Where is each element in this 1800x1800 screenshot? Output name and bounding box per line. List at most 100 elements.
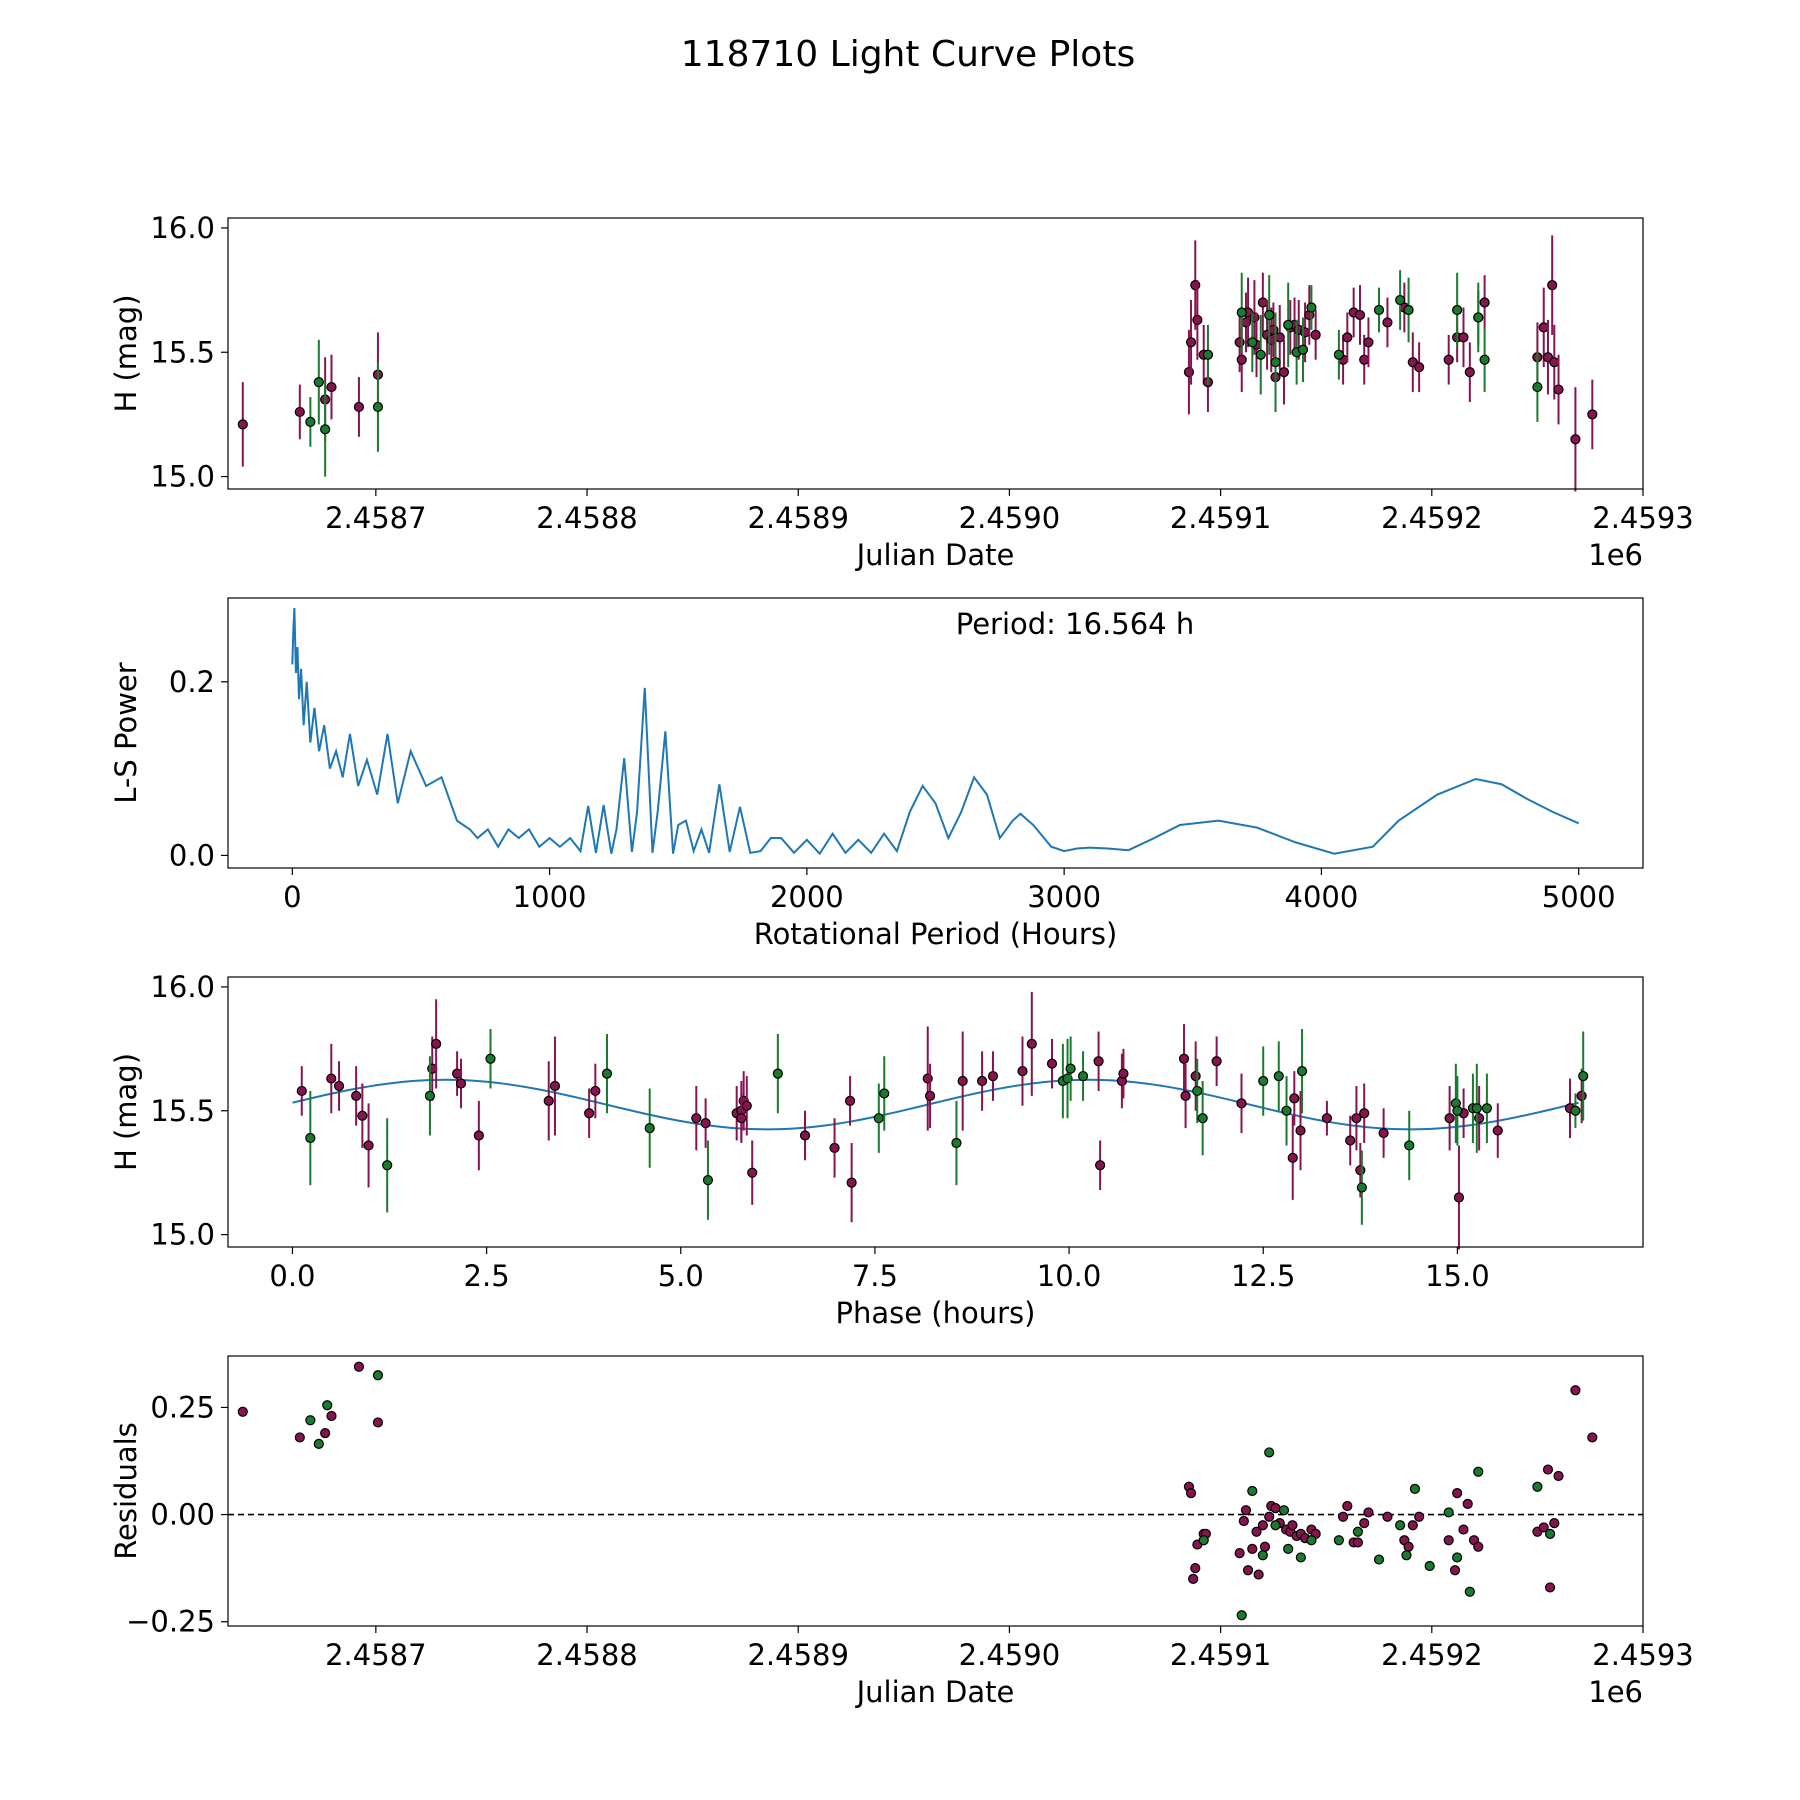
marker	[1479, 354, 1490, 365]
data-point-g	[1255, 314, 1266, 395]
marker	[1190, 280, 1201, 291]
residual-marker-g	[1409, 1483, 1421, 1494]
x-tick-label: 1000	[513, 880, 587, 914]
marker	[1287, 1152, 1298, 1163]
data-point-m	[326, 1043, 337, 1114]
residual-marker-g	[1264, 1447, 1275, 1458]
data-point-m	[1464, 342, 1475, 402]
y-axis-label: L-S Power	[109, 662, 143, 803]
lightcurve-axes: 2.4587 2.4588 2.4589 2.4590 2.4591 2.4592 2.45…	[109, 211, 1694, 572]
marker	[237, 419, 248, 430]
marker	[1473, 312, 1484, 323]
residual-marker-g	[1270, 1520, 1281, 1531]
marker	[305, 1132, 316, 1144]
data-point-m	[829, 1118, 840, 1178]
marker	[1549, 357, 1560, 368]
marker	[1354, 309, 1366, 321]
data-point-m	[1351, 1085, 1362, 1151]
data-point-m	[296, 1066, 307, 1116]
data-point-g	[424, 1056, 436, 1136]
data-point-g	[1333, 329, 1344, 380]
marker	[296, 1085, 307, 1097]
marker	[1479, 297, 1490, 308]
marker	[382, 1160, 393, 1171]
marker	[1355, 1165, 1366, 1176]
data-point-m	[1492, 1103, 1503, 1158]
marker	[1404, 1140, 1415, 1151]
marker	[1190, 1070, 1201, 1082]
marker	[1306, 302, 1317, 313]
data-point-m	[1359, 1083, 1370, 1143]
x-axis-label: Julian Date	[855, 1675, 1015, 1709]
data-point-g	[1452, 1076, 1463, 1146]
residual-marker-m	[1185, 1488, 1197, 1499]
marker	[1403, 304, 1414, 316]
x-tick-label: 2.4591	[1170, 501, 1271, 535]
data-point-m	[294, 384, 305, 440]
data-point-m	[1295, 1090, 1306, 1171]
phased-data-layer	[292, 991, 1589, 1250]
data-point-g	[1471, 1063, 1482, 1153]
residual-marker-g	[1424, 1560, 1435, 1572]
marker	[1017, 1066, 1028, 1077]
residual-marker-m	[1264, 1511, 1275, 1522]
residual-marker-m	[1570, 1385, 1581, 1396]
x-tick-label: 2000	[770, 880, 844, 914]
residual-marker-g	[1373, 1554, 1385, 1565]
residual-marker-m	[1247, 1543, 1258, 1554]
marker	[320, 424, 331, 435]
y-axis-label: H (mag)	[109, 294, 143, 412]
marker	[1258, 1075, 1269, 1087]
data-point-g	[702, 1140, 714, 1220]
marker	[846, 1177, 857, 1188]
marker	[1249, 312, 1260, 323]
marker	[747, 1167, 758, 1178]
marker	[1578, 1070, 1589, 1082]
x-tick-label: 2.4590	[959, 1638, 1060, 1672]
residual-marker-g	[1295, 1552, 1306, 1563]
periodogram-axes: 0 1000 2000 3000 4000 5000 0.0 0.2 Rotational Pe…	[109, 597, 1644, 951]
marker	[1553, 384, 1564, 395]
data-point-g	[1306, 285, 1317, 330]
data-point-m	[1178, 1024, 1190, 1094]
marker	[351, 1090, 362, 1101]
data-point-m	[549, 1036, 561, 1136]
marker	[485, 1053, 496, 1064]
residual-marker-m	[1542, 1464, 1554, 1475]
residual-marker-m	[1382, 1511, 1393, 1522]
marker	[1296, 1066, 1308, 1077]
residual-marker-g	[1306, 1535, 1317, 1546]
x-tick-label: 0.0	[269, 1259, 315, 1293]
axes-frame	[227, 597, 1644, 869]
data-point-g	[313, 339, 324, 425]
data-point-g	[644, 1088, 655, 1168]
data-point-g	[1192, 1058, 1203, 1124]
data-point-g	[382, 1118, 393, 1213]
marker	[1356, 1182, 1367, 1193]
residual-marker-m	[1190, 1563, 1201, 1574]
residual-marker-g	[1278, 1505, 1290, 1516]
y-tick-label: 15.5	[150, 335, 215, 369]
data-point-m	[455, 1058, 467, 1109]
data-point-g	[1258, 1046, 1269, 1116]
marker	[691, 1113, 702, 1124]
residual-marker-m	[1414, 1511, 1425, 1522]
marker	[601, 1068, 613, 1079]
x-offset-text: 1e6	[1588, 1675, 1643, 1709]
residual-marker-m	[1407, 1520, 1418, 1531]
residual-marker-m	[1342, 1500, 1353, 1512]
data-point-m	[363, 1103, 374, 1188]
data-point-g	[879, 1056, 890, 1131]
data-point-g	[1479, 327, 1490, 393]
marker	[1095, 1160, 1106, 1171]
data-point-g	[1270, 312, 1281, 412]
figure-suptitle: 118710 Light Curve Plots	[681, 34, 1135, 75]
data-point-m	[1236, 1073, 1247, 1134]
marker	[1026, 1038, 1037, 1049]
data-point-g	[1065, 1036, 1076, 1101]
residual-marker-m	[237, 1406, 248, 1417]
data-point-m	[353, 377, 365, 437]
x-axis-label: Phase (hours)	[836, 1296, 1036, 1330]
x-tick-label: 10.0	[1037, 1259, 1102, 1293]
data-point-m	[237, 382, 248, 467]
